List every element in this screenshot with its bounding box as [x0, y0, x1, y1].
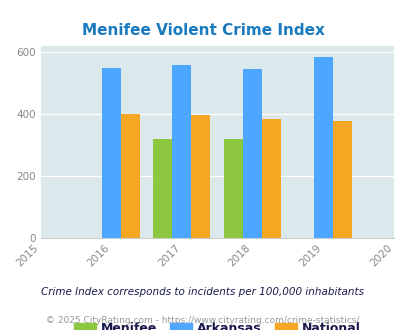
- Bar: [243, 69, 261, 238]
- Text: Menifee Violent Crime Index: Menifee Violent Crime Index: [81, 23, 324, 38]
- Text: © 2025 CityRating.com - https://www.cityrating.com/crime-statistics/: © 2025 CityRating.com - https://www.city…: [46, 315, 359, 325]
- Text: Crime Index corresponds to incidents per 100,000 inhabitants: Crime Index corresponds to incidents per…: [41, 287, 364, 297]
- Bar: [332, 121, 351, 238]
- Bar: [313, 57, 332, 238]
- Bar: [191, 115, 210, 238]
- Bar: [172, 65, 191, 238]
- Bar: [261, 119, 280, 238]
- Legend: Menifee, Arkansas, National: Menifee, Arkansas, National: [68, 316, 365, 330]
- Bar: [224, 139, 243, 238]
- Bar: [120, 114, 139, 238]
- Bar: [102, 68, 120, 238]
- Bar: [153, 139, 172, 238]
